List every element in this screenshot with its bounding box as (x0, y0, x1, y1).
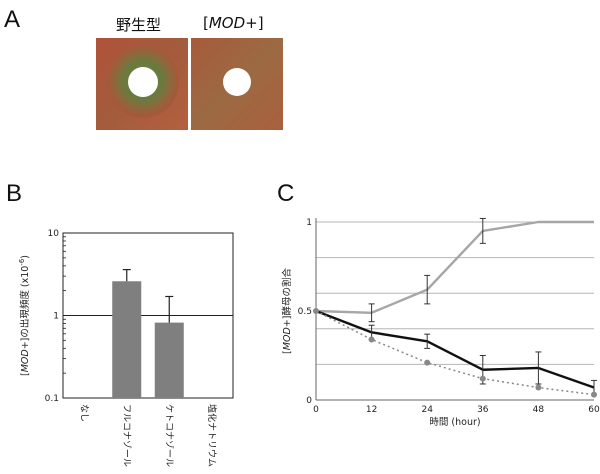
panel-c-xtick-label: 0 (313, 405, 319, 415)
panel-c-point (313, 308, 319, 314)
panel-c-point (591, 391, 597, 398)
panel-b-category-label: なし (78, 404, 89, 422)
plate-label-wild-type: 野生型 (116, 16, 162, 34)
panel-c-ytick-label: 0 (306, 396, 312, 406)
panel-c-point (424, 359, 431, 366)
plate-mod (191, 38, 283, 130)
panel-c-xtick-label: 60 (588, 405, 600, 415)
panel-b-category-label: ケトコナゾール (163, 404, 174, 467)
panel-a-letter: A (4, 6, 21, 33)
drug-disk-mod (223, 68, 251, 96)
panel-b-ylabel: [MOD+]の出現頻度 (x10-6) (18, 255, 31, 376)
panel-c-xlabel: 時間 (hour) (429, 417, 480, 428)
panel-c-ytick-label: 0.5 (298, 307, 312, 317)
panel-b-bar (154, 322, 184, 398)
plate-wild-type (96, 38, 188, 130)
plate-label-mod: [MOD+] (203, 14, 264, 32)
panel-c-xtick-label: 24 (421, 405, 433, 415)
panel-b-letter: B (6, 180, 23, 207)
panel-b-ytick-label: 10 (48, 229, 60, 239)
panel-c-series-line-1 (315, 309, 595, 389)
panel-c-ylabel: [MOD+]酵母の割合 (281, 268, 293, 354)
panel-b-bar (112, 281, 142, 398)
panel-c-letter: C (277, 180, 295, 207)
panel-c-point (368, 336, 375, 343)
panel-c-xtick-label: 36 (477, 405, 489, 415)
panel-b-ytick-label: 1 (53, 312, 59, 322)
panel-c-series-line-0 (315, 220, 594, 314)
plate-mod-image (191, 38, 283, 130)
panel-c-point (479, 375, 486, 382)
panel-b-category-label: 塩化ナトリウム (206, 404, 218, 467)
panel-c-xtick-label: 12 (366, 405, 377, 415)
panel-c-ytick-label: 1 (306, 218, 312, 228)
panel-b-category-label: フルコナゾール (121, 404, 132, 467)
panel-c-point (535, 384, 542, 391)
plate-wild-type-image (96, 38, 188, 130)
panel-c-xtick-label: 48 (533, 405, 545, 415)
drug-disk (128, 67, 158, 97)
panel-c-series-line-2 (315, 310, 595, 396)
panel-b-ytick-label: 0.1 (45, 394, 59, 404)
